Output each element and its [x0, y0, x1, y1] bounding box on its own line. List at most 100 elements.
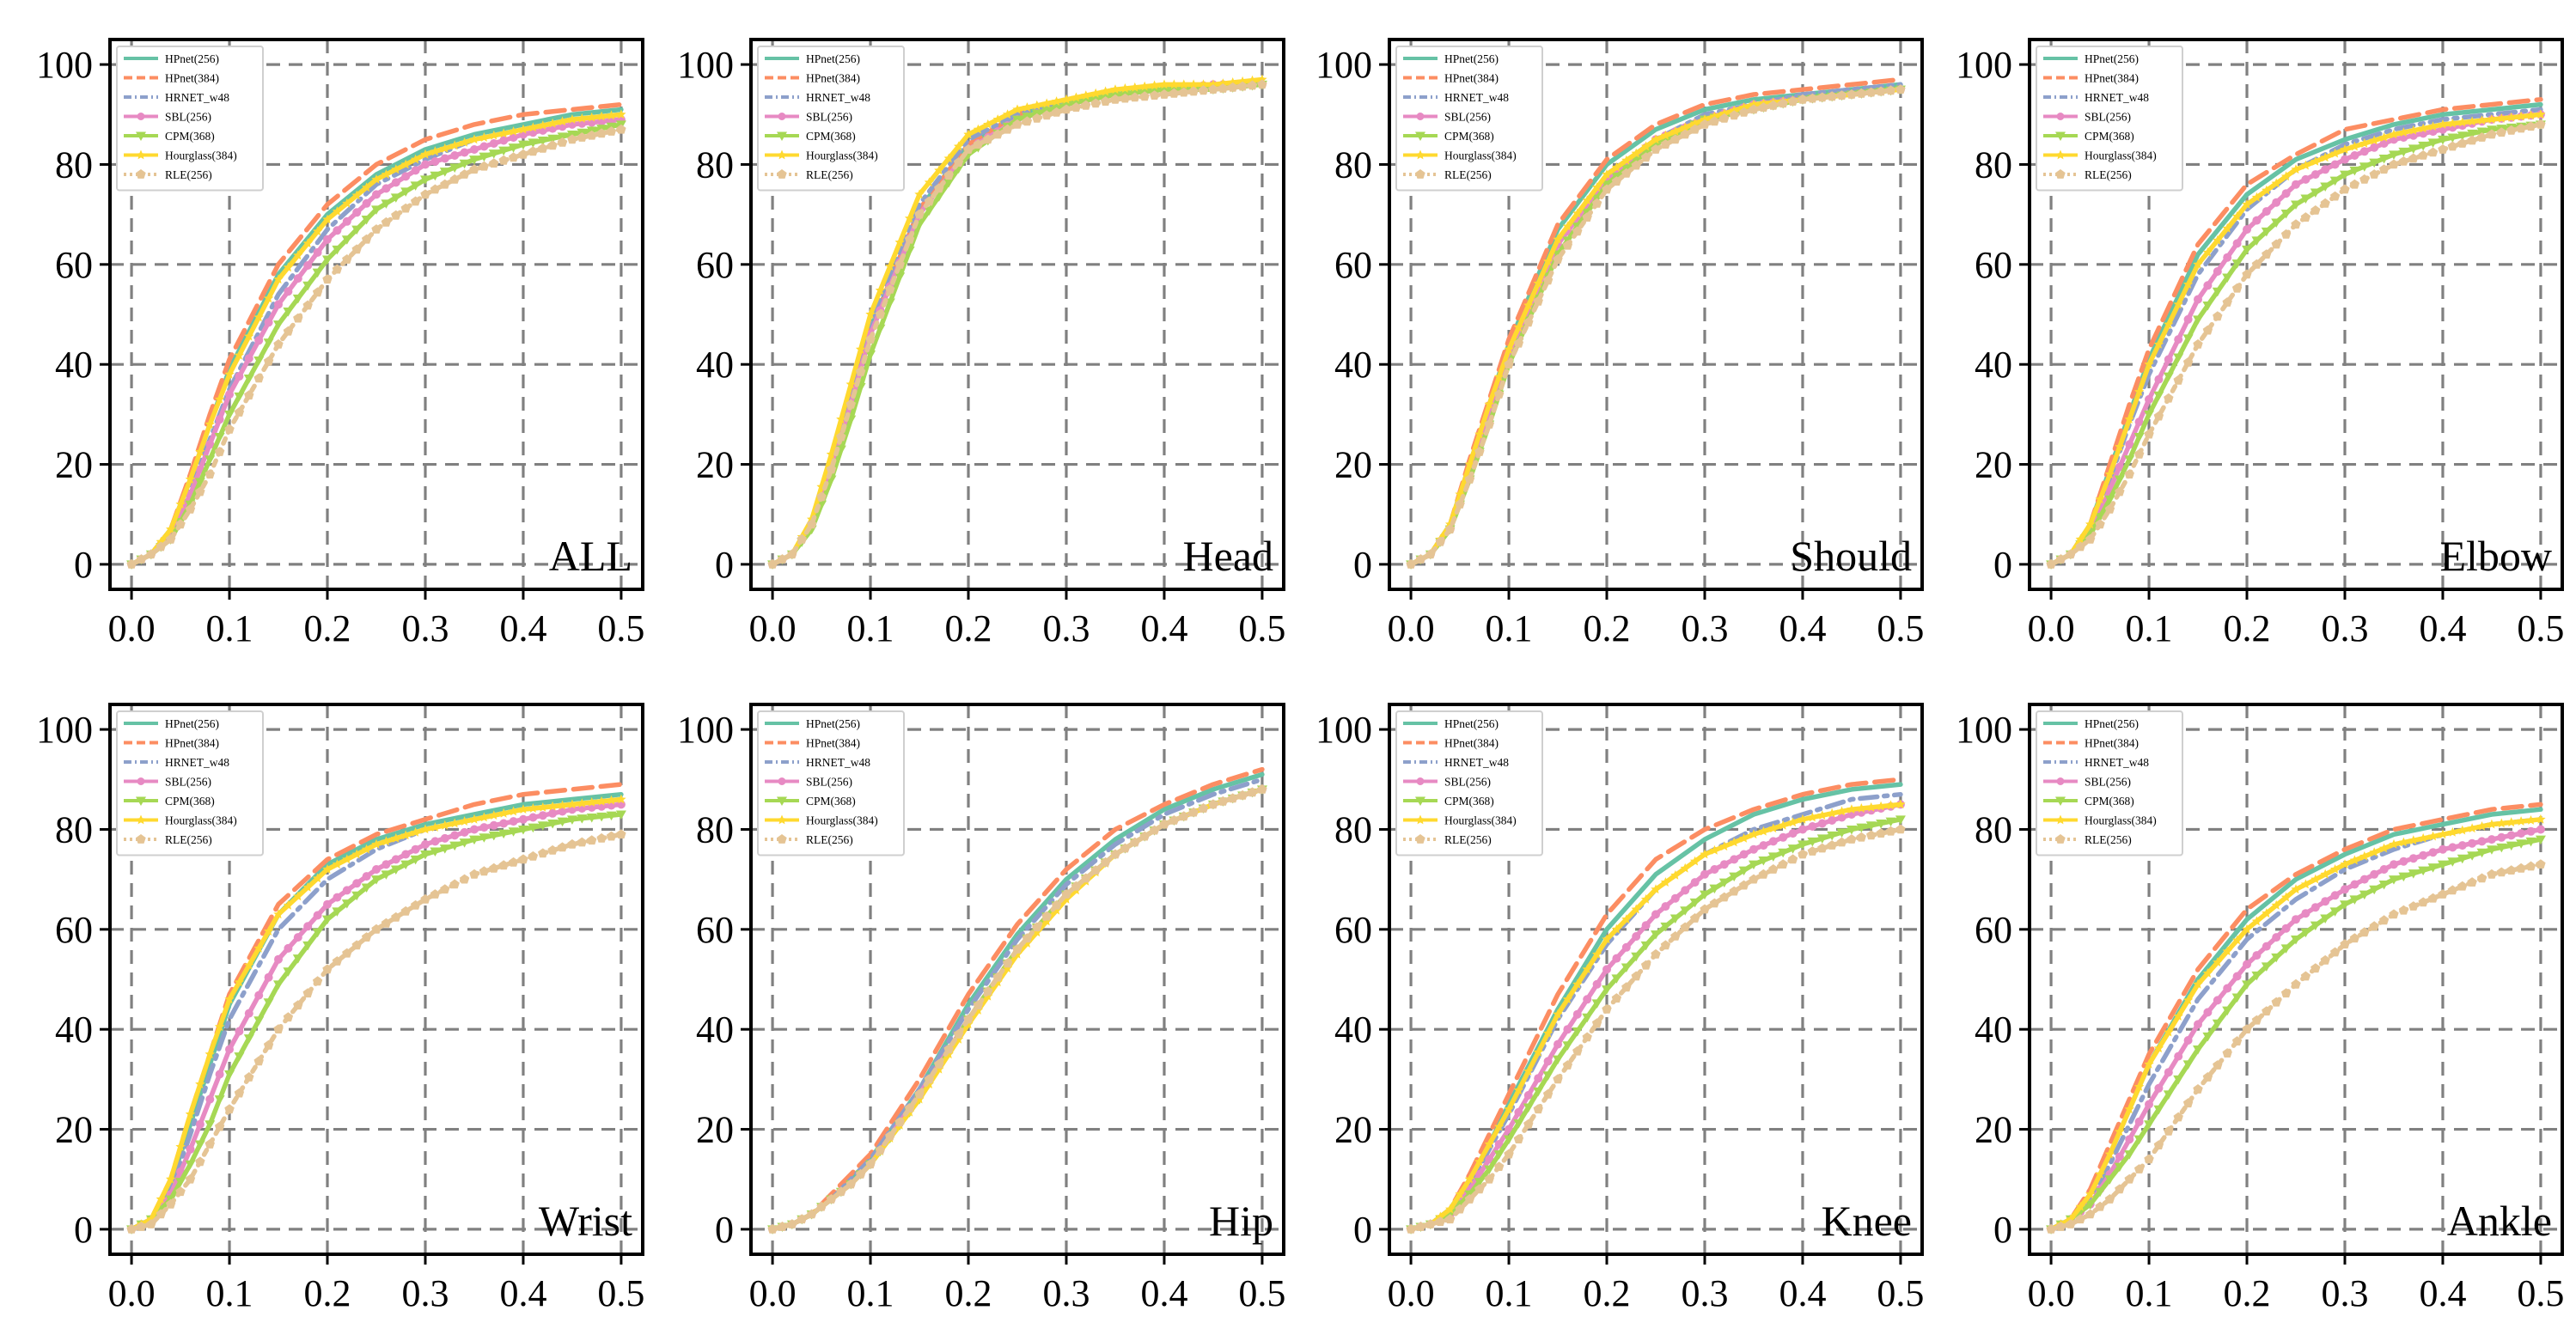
series-marker [283, 308, 294, 317]
series-marker [963, 129, 974, 139]
series-marker [302, 281, 314, 291]
series-marker [2262, 207, 2271, 216]
series-marker [953, 1029, 964, 1039]
series-marker [2193, 1084, 2203, 1094]
series-marker [2281, 189, 2291, 198]
series-marker [1159, 819, 1169, 829]
series-marker [185, 1173, 196, 1184]
series-marker [2300, 928, 2311, 938]
series-marker [2379, 865, 2389, 874]
y-tick-label: 100 [677, 44, 734, 86]
series-marker [381, 917, 392, 928]
series-marker [264, 972, 273, 982]
series-marker [2369, 158, 2380, 168]
series-marker [2457, 117, 2468, 127]
x-tick-label: 0.3 [2321, 1272, 2368, 1314]
y-tick-label: 40 [1334, 1009, 1372, 1051]
y-tick-label: 40 [55, 344, 93, 386]
series-marker [2378, 843, 2390, 853]
series-marker [1591, 1018, 1602, 1028]
series-marker [1474, 429, 1485, 439]
panel-label: Elbow [2439, 532, 2552, 580]
series-marker [1188, 86, 1199, 96]
legend: HPnet(256) HPnet(384) HRNET_w48 SBL(256) CPM… [1395, 46, 1543, 192]
series-marker [2359, 850, 2370, 861]
legend-marker [2055, 149, 2066, 160]
series-hpnet-384- [2048, 802, 2543, 1232]
series-marker [1700, 849, 1710, 859]
series-marker [1876, 86, 1886, 96]
series-marker [175, 499, 186, 509]
series-marker [2261, 962, 2272, 972]
series-marker [2359, 890, 2370, 900]
legend: HPnet(256) HPnet(384) HRNET_w48 SBL(256) CPM… [116, 710, 264, 856]
series-marker [362, 198, 371, 208]
y-tick-label: 0 [715, 1209, 734, 1251]
series-marker [2378, 154, 2390, 164]
series-marker [263, 926, 274, 936]
x-tick-label: 0.3 [401, 1272, 449, 1314]
series-marker [205, 440, 215, 449]
series-marker [1542, 1027, 1554, 1038]
series-marker [2153, 1140, 2164, 1149]
series-marker [2262, 185, 2272, 195]
series-marker [2124, 1173, 2134, 1184]
x-tick-label: 0.5 [1877, 1272, 1924, 1314]
series-marker [983, 119, 993, 129]
series-marker [1523, 300, 1534, 310]
series-marker [2320, 869, 2330, 879]
series-marker [2271, 178, 2281, 188]
series-marker [2300, 194, 2311, 204]
legend-marker [136, 169, 146, 179]
series-marker [479, 833, 490, 843]
series-marker [567, 114, 577, 124]
series-marker [587, 835, 597, 845]
series-marker [2222, 222, 2232, 233]
series-marker [1228, 82, 1238, 92]
series-marker [2370, 869, 2379, 879]
series-marker [1817, 810, 1828, 820]
series-marker [577, 837, 587, 847]
series-marker [253, 373, 264, 383]
series-marker [283, 899, 294, 910]
series-marker [440, 884, 450, 894]
series-marker [1787, 96, 1798, 106]
series-marker [1768, 823, 1779, 833]
series-marker [2378, 164, 2390, 174]
series-marker [2526, 826, 2536, 836]
series-marker [934, 165, 944, 175]
series-marker [2271, 239, 2281, 249]
series-marker [292, 294, 303, 304]
series-marker [2124, 1150, 2135, 1160]
series-marker [767, 1223, 778, 1234]
series-marker [865, 309, 876, 319]
x-tick-label: 0.2 [304, 607, 351, 649]
series-marker [1120, 843, 1131, 853]
series-marker [2408, 153, 2419, 163]
series-marker [1513, 338, 1524, 348]
series-marker [1846, 825, 1857, 835]
series-marker [322, 214, 333, 224]
series-marker [224, 994, 235, 1004]
series-marker [2114, 1162, 2125, 1173]
series-marker [401, 850, 411, 859]
y-tick-label: 60 [55, 244, 93, 286]
series-marker [855, 1168, 866, 1179]
series-marker [606, 795, 617, 805]
series-marker [263, 998, 274, 1008]
x-tick-label: 0.5 [1238, 607, 1285, 649]
series-marker [1188, 807, 1199, 817]
series-marker [537, 821, 548, 831]
series-marker [2222, 273, 2233, 283]
series-marker [1680, 863, 1690, 873]
series-marker [1012, 119, 1022, 129]
series-marker [1504, 344, 1514, 354]
series-marker [1572, 978, 1583, 989]
series-marker [1640, 152, 1651, 162]
series-marker [1464, 459, 1475, 469]
series-hpnet-256- [129, 791, 624, 1232]
series-marker [1032, 927, 1042, 937]
series-marker [372, 865, 381, 874]
x-tick-label: 0.1 [847, 1272, 894, 1314]
series-marker [1612, 954, 1621, 963]
